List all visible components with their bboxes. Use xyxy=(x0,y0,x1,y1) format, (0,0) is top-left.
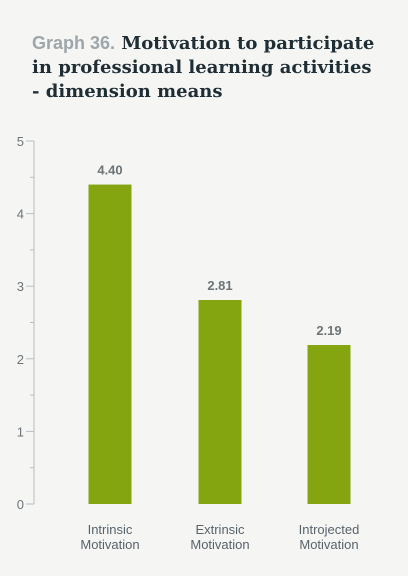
bar xyxy=(307,345,351,504)
y-tick-label: 0 xyxy=(17,497,24,512)
graph-number: Graph 36. xyxy=(32,33,116,53)
chart-title: Graph 36. Motivation to participate in p… xyxy=(32,31,382,104)
bar xyxy=(198,299,242,504)
x-category-label: Motivation xyxy=(299,537,358,552)
y-tick-label: 5 xyxy=(17,134,24,149)
chart-title-text: Motivation to participate in professiona… xyxy=(32,33,375,102)
bar-value-label: 2.19 xyxy=(316,323,341,338)
x-category-label: Extrinsic xyxy=(195,522,245,537)
x-category-label: Motivation xyxy=(80,537,139,552)
x-category-label: Introjected xyxy=(299,522,360,537)
x-category-label: Motivation xyxy=(190,537,249,552)
y-tick-label: 3 xyxy=(17,279,24,294)
y-tick-label: 1 xyxy=(17,424,24,439)
x-category-label: Intrinsic xyxy=(88,522,133,537)
bar-value-label: 4.40 xyxy=(97,163,122,178)
bar xyxy=(88,184,132,504)
y-tick-label: 2 xyxy=(17,352,24,367)
y-tick-label: 4 xyxy=(17,207,24,222)
bar-value-label: 2.81 xyxy=(207,278,232,293)
